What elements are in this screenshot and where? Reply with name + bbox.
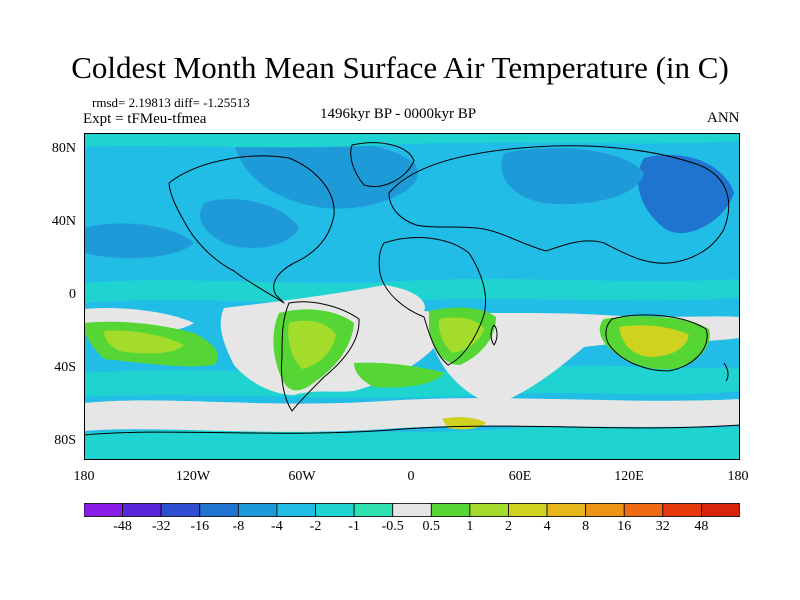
coast-australia: [605, 314, 708, 372]
colorbar-box: [237, 503, 278, 517]
season-label: ANN: [707, 110, 740, 126]
pacific-cool-patch: [84, 223, 194, 259]
period-label: 1496kyr BP - 0000kyr BP: [320, 106, 477, 122]
warm-south-atlantic-strip: [354, 362, 444, 388]
warmer-south-america-core: [288, 320, 336, 369]
lon-tick-180e: 180: [727, 469, 749, 484]
mild-band-antarctic: [84, 425, 740, 460]
colorbar-label: -48: [113, 519, 132, 534]
colorbar-label: -0.5: [381, 519, 404, 534]
coast-new-zealand: [723, 362, 729, 382]
coast-eurasia: [388, 145, 730, 264]
colorbar-box: [662, 503, 702, 517]
colorbar-box: [623, 503, 664, 517]
colorbar-label: 2: [505, 519, 512, 534]
plot-title: Coldest Month Mean Surface Air Temperatu…: [71, 50, 729, 85]
coast-greenland: [350, 142, 415, 187]
colorbar-label: 1: [466, 519, 474, 534]
colorbar-box: [276, 503, 316, 517]
warmer-south-pacific: [104, 330, 184, 354]
colorbar-label: -8: [232, 519, 245, 534]
lon-tick-60e: 60E: [508, 469, 532, 484]
mild-band-north-1: [84, 133, 740, 148]
colorbar-label: -2: [309, 519, 322, 534]
lon-tick-120w: 120W: [175, 469, 211, 484]
warmer-australia: [619, 325, 689, 357]
colorbar-label: 8: [582, 519, 590, 534]
colorbar-label: 0.5: [422, 519, 441, 534]
lon-tick-120e: 120E: [614, 469, 644, 484]
arctic-cool-patch: [234, 138, 418, 209]
neutral-zone-antarctic: [84, 398, 740, 432]
colorbar-box: [122, 503, 162, 517]
colorbar-box: [84, 503, 123, 517]
colorbar-box: [469, 503, 509, 517]
colorbar-label: -32: [151, 519, 171, 534]
temperature-map: [84, 133, 740, 460]
colorbar-box: [160, 503, 201, 517]
colorbar-box: [430, 503, 471, 517]
coast-africa: [378, 237, 487, 366]
warmer-africa-south: [438, 317, 484, 353]
eurasia-cold-patch: [637, 154, 734, 234]
colorbar-box: [546, 503, 587, 517]
colorbar-box: [199, 503, 239, 517]
colorbar-label: 4: [543, 519, 551, 534]
colorbar-label: 48: [694, 519, 709, 534]
colorbar-boxes: [84, 503, 740, 517]
lon-tick-180w: 180: [73, 469, 95, 484]
colorbar-box: [392, 503, 432, 517]
coast-south-america: [281, 301, 360, 412]
lon-tick-0: 0: [407, 469, 415, 484]
colorbar: [84, 503, 740, 517]
stats-line: rmsd= 2.19813 diff= -1.25513: [92, 95, 250, 110]
colorbar-box: [508, 503, 548, 517]
na-cool-patch: [200, 199, 299, 248]
lat-tick-eq: 0: [69, 287, 76, 302]
colorbar-label: -1: [348, 519, 360, 534]
colorbar-box: [353, 503, 394, 517]
map-frame: [84, 133, 740, 460]
mild-band-tropics: [84, 279, 740, 303]
lat-tick-40s: 40S: [54, 360, 76, 375]
lon-tick-60w: 60W: [288, 469, 316, 484]
colorbar-box: [315, 503, 355, 517]
colorbar-label: 32: [655, 519, 670, 534]
coast-north-america: [168, 155, 335, 304]
colorbar-label: 16: [617, 519, 632, 534]
colorbar-box: [701, 503, 740, 517]
coast-antarctica: [84, 424, 740, 436]
colorbar-label: -16: [190, 519, 210, 534]
coastlines: [84, 142, 740, 436]
lat-tick-40n: 40N: [51, 214, 76, 229]
eurasia-cool-patch: [501, 148, 644, 205]
experiment-line: Expt = tFMeu-tfmea: [83, 111, 207, 127]
coast-madagascar: [490, 324, 498, 346]
colorbar-box: [585, 503, 625, 517]
lat-tick-80s: 80S: [54, 433, 76, 448]
colorbar-label: -4: [271, 519, 283, 534]
lat-tick-80n: 80N: [51, 141, 76, 156]
